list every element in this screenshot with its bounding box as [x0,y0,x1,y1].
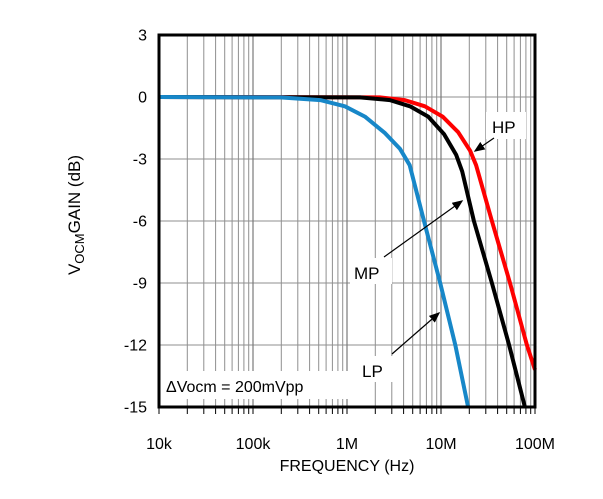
series-curves [158,95,537,408]
hp-label: HP [492,118,516,137]
plot-frame [157,33,537,409]
mp-label: MP [354,264,380,283]
x-tick-label: 10k [146,436,173,453]
series-mp-curve [158,95,527,408]
x-tick-label: 100M [515,436,555,453]
x-tick-label: 1M [336,436,358,453]
lp-label-backdrop [358,356,398,382]
y-tick-label: 0 [138,90,147,107]
y-axis-title-rest: GAIN (dB) [65,155,84,233]
mp-label-backdrop [350,258,392,284]
y-tick-label: 3 [138,28,147,45]
hp-label-backdrop [486,112,526,139]
y-axis-title-prefix: V [65,263,84,275]
lp-label: LP [362,362,383,381]
y-tick-label: -12 [124,338,147,355]
x-tick-label: 10M [425,436,456,453]
y-tick-label: -9 [133,276,147,293]
gridlines [159,35,535,407]
lp-arrow [391,312,441,355]
hp-arrow [473,137,495,152]
x-tick-label: 100k [236,436,272,453]
y-axis-title: VOCMGAIN (dB) [65,155,87,275]
annotation-backdrop [162,371,358,399]
y-tick-label: -3 [133,152,147,169]
y-tick-label: -15 [124,400,147,417]
series-lp-curve [158,95,471,408]
y-tick-label: -6 [133,214,147,231]
mp-arrow [383,200,464,258]
y-axis-title-subscript: OCM [72,233,87,263]
series-hp-curve [158,95,537,371]
x-axis-title: FREQUENCY (Hz) [280,458,415,475]
annotation-text: ΔVocm = 200mVpp [166,379,304,396]
tick-labels: 3 0 -3 -6 -9 -12 -15 10k 100k 1M 10M 100M [124,28,555,454]
